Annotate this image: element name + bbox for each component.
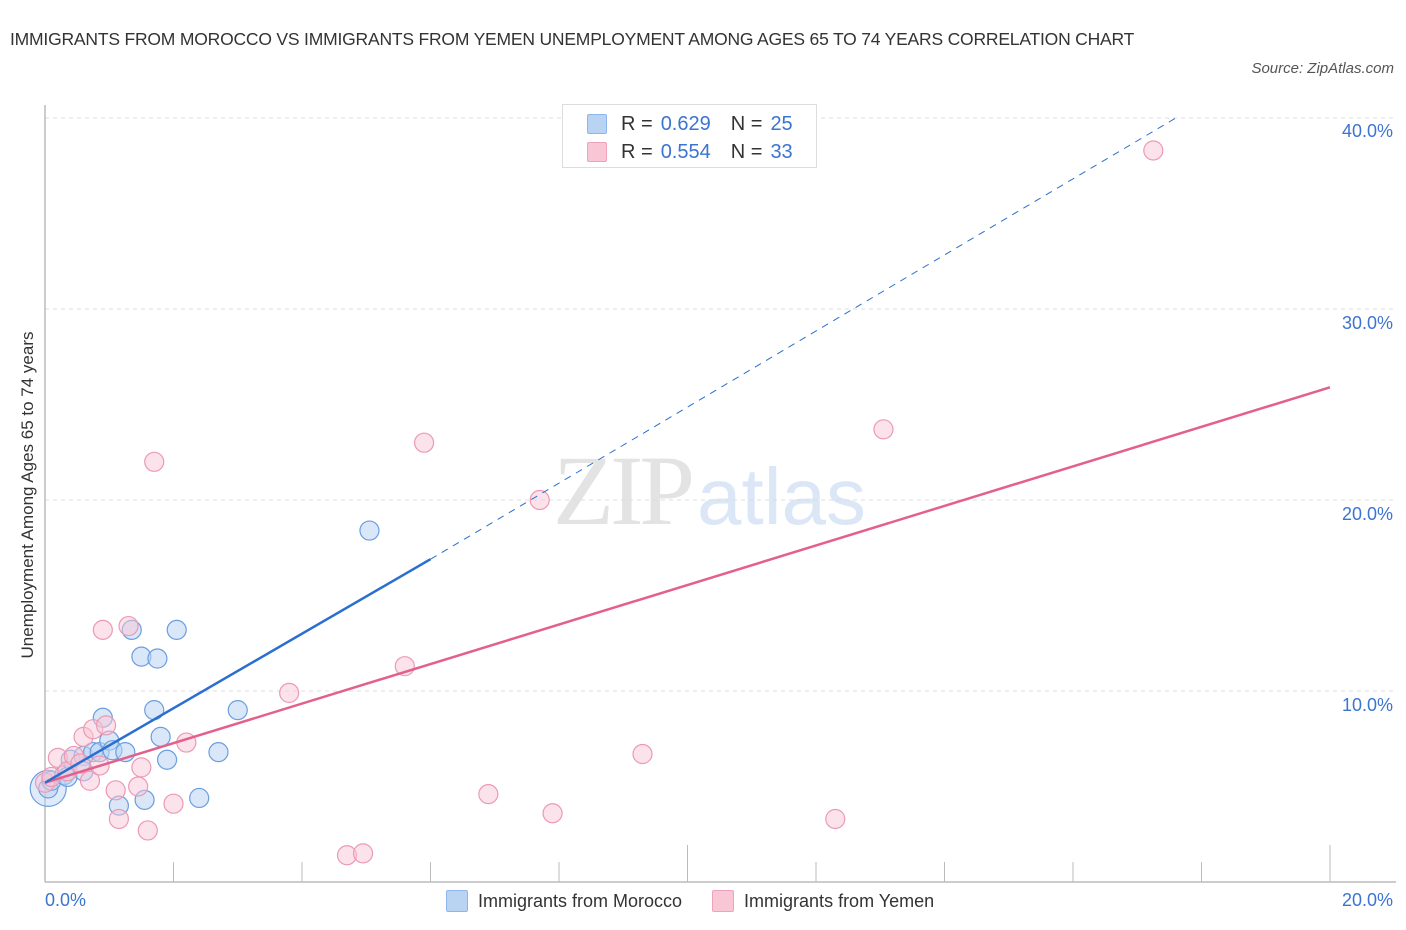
legend-label-morocco: Immigrants from Morocco	[478, 890, 683, 911]
grid-lines	[45, 117, 1396, 692]
x-tick-20: 20.0%	[1341, 890, 1393, 910]
data-point-yemen	[413, 432, 435, 453]
data-point-morocco	[166, 619, 187, 640]
zipatlas-watermark: ZIPatlas	[553, 440, 866, 547]
data-point-morocco	[208, 742, 229, 763]
morocco-n-value: 25	[770, 112, 793, 135]
data-point-yemen	[79, 770, 101, 791]
data-point-yemen	[144, 451, 165, 472]
data-point-yemen	[1143, 140, 1164, 161]
data-point-yemen	[825, 808, 846, 830]
morocco-trendline-extension	[430, 117, 1177, 560]
legend-row-morocco: R = 0.629 N = 25	[587, 111, 793, 137]
y-tick-30: 30.0%	[1341, 313, 1393, 333]
data-point-morocco	[156, 749, 178, 770]
data-point-yemen	[95, 715, 117, 736]
y-axis-label: Unemployment Among Ages 65 to 74 years	[18, 331, 37, 659]
y-tick-40: 40.0%	[1341, 121, 1393, 141]
series-legend: Immigrants from Morocco Immigrants from …	[446, 890, 964, 912]
yemen-trendline	[44, 386, 1331, 784]
data-point-morocco	[227, 699, 248, 721]
data-point-yemen	[352, 843, 374, 864]
yemen-r-label: R =	[621, 140, 653, 163]
data-point-yemen	[279, 682, 300, 704]
data-point-morocco	[189, 787, 210, 809]
yemen-n-label: N =	[730, 140, 763, 163]
morocco-trendline	[44, 558, 432, 784]
legend-item-morocco[interactable]: Immigrants from Morocco	[446, 890, 682, 912]
data-point-morocco	[150, 726, 171, 747]
data-point-yemen	[137, 820, 158, 841]
watermark-zip: ZIP	[553, 435, 695, 546]
data-point-yemen	[108, 808, 129, 830]
source-credit: Source: ZipAtlas.com	[1251, 60, 1394, 77]
data-point-yemen	[118, 615, 139, 637]
x-tick-0: 0.0%	[45, 890, 87, 910]
data-point-yemen	[632, 743, 653, 765]
morocco-r-value: 0.629	[660, 112, 711, 135]
morocco-n-label: N =	[730, 112, 763, 135]
y-tick-20: 20.0%	[1341, 504, 1393, 524]
watermark-atlas: atlas	[697, 452, 866, 541]
trendlines	[44, 117, 1331, 784]
yemen-r-value: 0.554	[660, 140, 711, 163]
chart-title: IMMIGRANTS FROM MOROCCO VS IMMIGRANTS FR…	[10, 29, 1135, 49]
data-point-yemen	[131, 757, 152, 778]
data-point-morocco	[359, 520, 380, 541]
data-point-yemen	[92, 619, 113, 640]
data-point-yemen	[542, 803, 563, 824]
data-point-morocco	[147, 648, 168, 669]
data-point-yemen	[128, 776, 149, 797]
legend-row-yemen: R = 0.554 N = 33	[587, 139, 793, 165]
axes	[44, 105, 1396, 883]
data-point-yemen	[529, 489, 550, 511]
data-point-yemen	[163, 793, 184, 814]
data-point-yemen	[478, 784, 499, 805]
yemen-legend-swatch-icon	[712, 890, 735, 912]
yemen-swatch-icon	[587, 142, 607, 162]
data-point-yemen	[873, 419, 894, 440]
morocco-swatch-icon	[587, 114, 607, 134]
data-point-yemen	[105, 780, 126, 801]
morocco-legend-swatch-icon	[446, 890, 468, 912]
yemen-points	[34, 140, 1164, 866]
legend-item-yemen[interactable]: Immigrants from Yemen	[712, 890, 934, 912]
yemen-n-value: 33	[770, 140, 793, 163]
legend-label-yemen: Immigrants from Yemen	[744, 890, 935, 911]
y-tick-10: 10.0%	[1341, 695, 1393, 715]
correlation-legend: R = 0.629 N = 25 R = 0.554 N = 33	[562, 104, 817, 168]
morocco-r-label: R =	[621, 112, 653, 135]
